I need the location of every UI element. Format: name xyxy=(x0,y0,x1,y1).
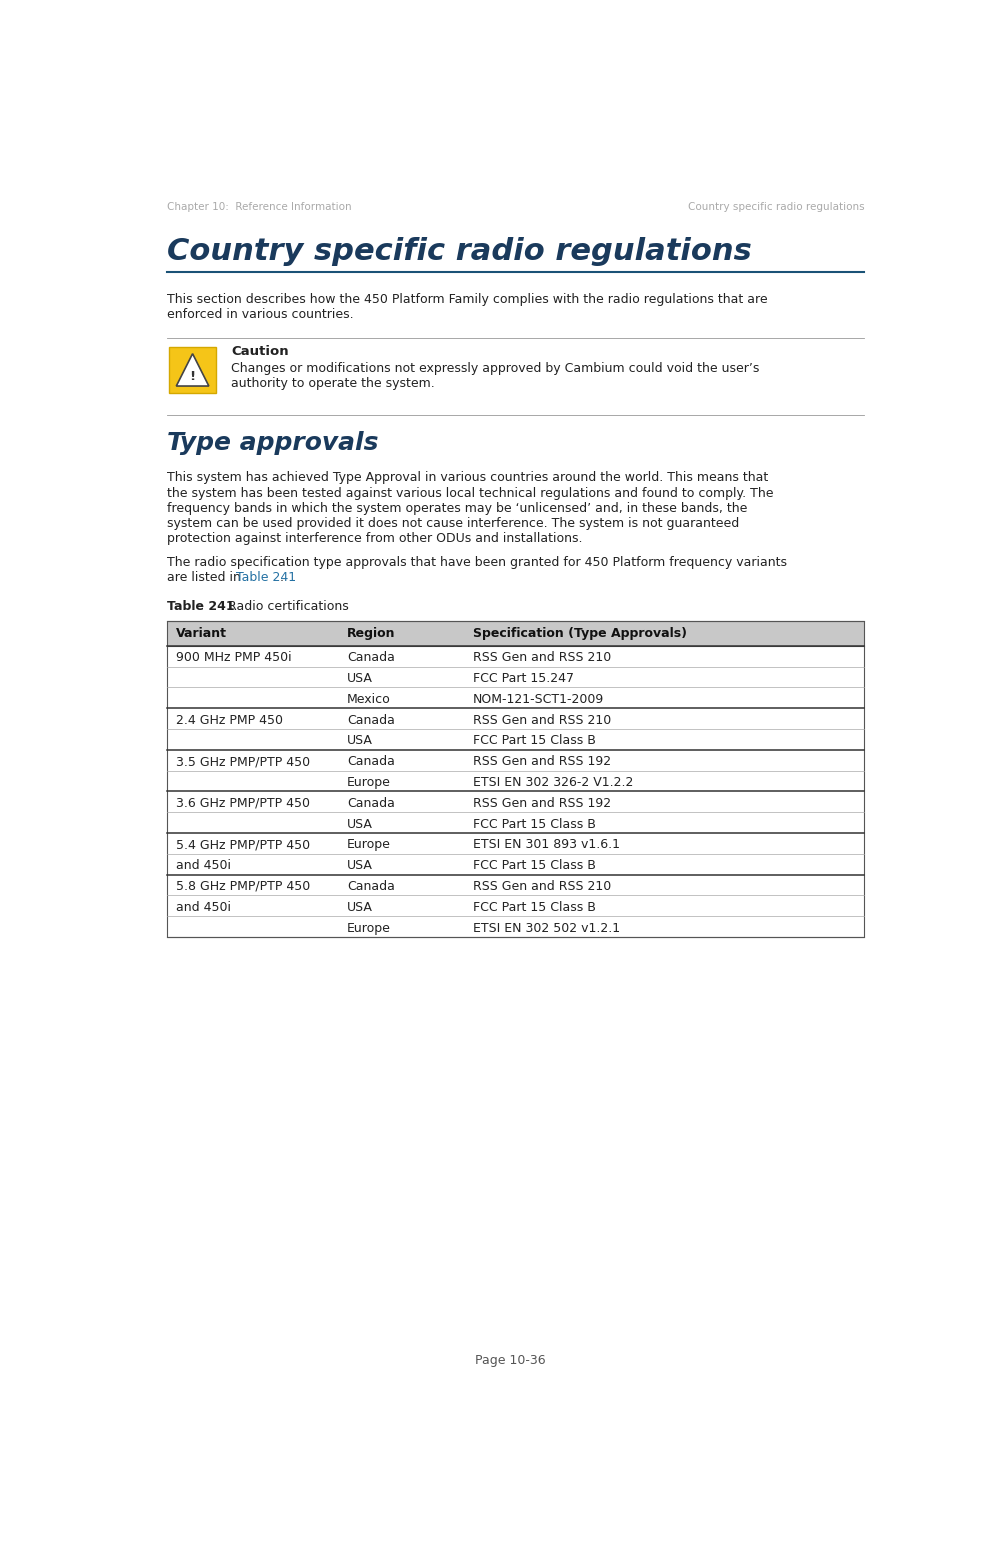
Text: NOM-121-SCT1-2009: NOM-121-SCT1-2009 xyxy=(473,694,603,706)
Text: 3.6 GHz PMP/PTP 450: 3.6 GHz PMP/PTP 450 xyxy=(176,796,310,810)
Text: 2.4 GHz PMP 450: 2.4 GHz PMP 450 xyxy=(176,714,283,726)
Polygon shape xyxy=(176,353,209,386)
Text: ETSI EN 301 893 v1.6.1: ETSI EN 301 893 v1.6.1 xyxy=(473,838,619,852)
Text: and 450i: and 450i xyxy=(176,900,231,914)
Text: 3.5 GHz PMP/PTP 450: 3.5 GHz PMP/PTP 450 xyxy=(176,756,310,768)
Text: USA: USA xyxy=(347,818,373,830)
Text: protection against interference from other ODUs and installations.: protection against interference from oth… xyxy=(167,532,581,544)
Text: 900 MHz PMP 450i: 900 MHz PMP 450i xyxy=(176,652,291,664)
Text: USA: USA xyxy=(347,672,373,686)
Text: Region: Region xyxy=(347,627,395,639)
Text: USA: USA xyxy=(347,860,373,872)
Text: Mexico: Mexico xyxy=(347,694,391,706)
Text: Canada: Canada xyxy=(347,796,395,810)
Text: Europe: Europe xyxy=(347,922,391,935)
Text: FCC Part 15 Class B: FCC Part 15 Class B xyxy=(473,860,595,872)
Text: Table 241: Table 241 xyxy=(237,571,296,583)
Text: Caution: Caution xyxy=(231,345,288,358)
Text: Variant: Variant xyxy=(176,627,227,639)
Text: RSS Gen and RSS 192: RSS Gen and RSS 192 xyxy=(473,796,610,810)
Text: The radio specification type approvals that have been granted for 450 Platform f: The radio specification type approvals t… xyxy=(167,555,786,569)
Text: Country specific radio regulations: Country specific radio regulations xyxy=(167,236,751,266)
Text: FCC Part 15.247: FCC Part 15.247 xyxy=(473,672,574,686)
Text: .: . xyxy=(279,571,283,583)
Text: and 450i: and 450i xyxy=(176,860,231,872)
Text: the system has been tested against various local technical regulations and found: the system has been tested against vario… xyxy=(167,487,772,499)
Text: This system has achieved Type Approval in various countries around the world. Th: This system has achieved Type Approval i… xyxy=(167,471,767,485)
Text: FCC Part 15 Class B: FCC Part 15 Class B xyxy=(473,818,595,830)
Text: Table 241: Table 241 xyxy=(167,600,235,613)
Text: authority to operate the system.: authority to operate the system. xyxy=(231,378,434,390)
Text: Chapter 10:  Reference Information: Chapter 10: Reference Information xyxy=(167,202,351,211)
Text: This section describes how the 450 Platform Family complies with the radio regul: This section describes how the 450 Platf… xyxy=(167,292,766,306)
Text: ETSI EN 302 326-2 V1.2.2: ETSI EN 302 326-2 V1.2.2 xyxy=(473,776,633,788)
Text: RSS Gen and RSS 192: RSS Gen and RSS 192 xyxy=(473,756,610,768)
FancyBboxPatch shape xyxy=(169,347,216,393)
Text: Page 10-36: Page 10-36 xyxy=(474,1354,545,1367)
Text: Europe: Europe xyxy=(347,838,391,852)
Text: USA: USA xyxy=(347,734,373,748)
Text: system can be used provided it does not cause interference. The system is not gu: system can be used provided it does not … xyxy=(167,516,739,530)
Text: RSS Gen and RSS 210: RSS Gen and RSS 210 xyxy=(473,652,610,664)
Text: Canada: Canada xyxy=(347,880,395,893)
Text: 5.4 GHz PMP/PTP 450: 5.4 GHz PMP/PTP 450 xyxy=(176,838,310,852)
Text: Radio certifications: Radio certifications xyxy=(220,600,348,613)
Text: !: ! xyxy=(189,370,196,383)
Text: FCC Part 15 Class B: FCC Part 15 Class B xyxy=(473,734,595,748)
Text: frequency bands in which the system operates may be ‘unlicensed’ and, in these b: frequency bands in which the system oper… xyxy=(167,502,746,515)
Text: Canada: Canada xyxy=(347,714,395,726)
Text: Type approvals: Type approvals xyxy=(167,431,378,456)
Text: RSS Gen and RSS 210: RSS Gen and RSS 210 xyxy=(473,880,610,893)
Text: Canada: Canada xyxy=(347,652,395,664)
FancyBboxPatch shape xyxy=(167,622,864,645)
Text: Country specific radio regulations: Country specific radio regulations xyxy=(687,202,864,211)
Text: Specification (Type Approvals): Specification (Type Approvals) xyxy=(473,627,687,639)
Text: USA: USA xyxy=(347,900,373,914)
Text: are listed in: are listed in xyxy=(167,571,245,583)
Text: 5.8 GHz PMP/PTP 450: 5.8 GHz PMP/PTP 450 xyxy=(176,880,310,893)
Text: RSS Gen and RSS 210: RSS Gen and RSS 210 xyxy=(473,714,610,726)
Text: Changes or modifications not expressly approved by Cambium could void the user’s: Changes or modifications not expressly a… xyxy=(231,362,759,375)
Text: Europe: Europe xyxy=(347,776,391,788)
Text: enforced in various countries.: enforced in various countries. xyxy=(167,308,353,320)
Text: ETSI EN 302 502 v1.2.1: ETSI EN 302 502 v1.2.1 xyxy=(473,922,619,935)
Text: FCC Part 15 Class B: FCC Part 15 Class B xyxy=(473,900,595,914)
Text: Canada: Canada xyxy=(347,756,395,768)
